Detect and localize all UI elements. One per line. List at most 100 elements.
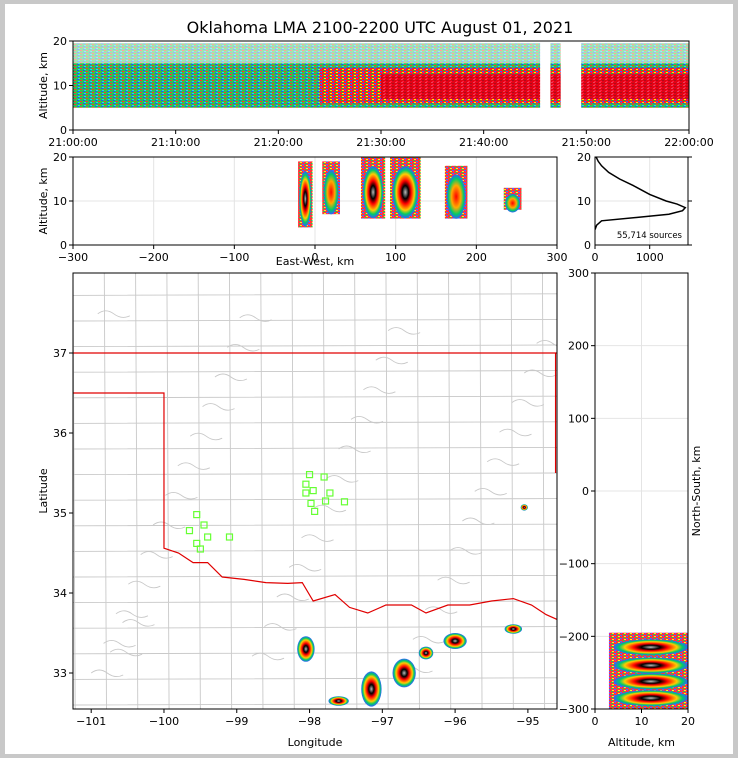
lma-station-marker bbox=[193, 539, 201, 548]
x-tick-label: −98 bbox=[298, 715, 321, 728]
east-west-sources bbox=[298, 157, 522, 228]
time-height-panel: 21:00:00 21:10:00 21:20:00 21:30:00 21:40:00… bbox=[37, 35, 714, 149]
y-tick-label: 10 bbox=[53, 80, 67, 93]
x-tick-label: 0 bbox=[312, 251, 319, 264]
y-tick-label: 0 bbox=[582, 485, 589, 498]
lma-station-marker bbox=[320, 473, 328, 481]
x-tick-label: 0 bbox=[592, 715, 599, 728]
altitude-distribution-line bbox=[595, 157, 687, 230]
lma-station-marker bbox=[196, 545, 204, 553]
y-tick-label: 20 bbox=[53, 151, 67, 164]
x-tick-label: −97 bbox=[371, 715, 394, 728]
north-south-altitude-panel: 0 10 20 300 200 100 0 −100 −200 −300 Altitude, km N… bbox=[559, 267, 703, 749]
lma-station-marker bbox=[302, 489, 310, 497]
lma-station-marker bbox=[185, 526, 194, 535]
lightning-source-cluster bbox=[520, 504, 528, 511]
y-tick-label: 100 bbox=[568, 412, 589, 425]
y-tick-label: 20 bbox=[53, 35, 67, 48]
figure: Oklahoma LMA 2100-2200 UTC August 01, 20… bbox=[5, 4, 733, 754]
lightning-source-cluster bbox=[361, 671, 382, 707]
x-tick-label: −300 bbox=[58, 251, 88, 264]
lightning-source-cluster bbox=[328, 696, 349, 706]
histogram-body bbox=[595, 157, 687, 230]
y-tick-label: 36 bbox=[53, 427, 67, 440]
storm-cell-core bbox=[613, 690, 688, 707]
storm-cell-core bbox=[613, 657, 688, 674]
storm-cell-core bbox=[392, 166, 419, 219]
y-tick-label: −200 bbox=[559, 630, 589, 643]
lma-station-marker bbox=[326, 489, 334, 497]
y-tick-label: −100 bbox=[559, 558, 589, 571]
x-tick-label: −96 bbox=[443, 715, 466, 728]
altitude-histogram-panel: 0 1000 0 10 20 55,714 sources bbox=[577, 151, 692, 264]
x-tick-label: −101 bbox=[76, 715, 106, 728]
x-tick-label: −100 bbox=[219, 251, 249, 264]
x-tick-label: 21:00:00 bbox=[48, 136, 97, 149]
storm-cell-core bbox=[446, 174, 466, 219]
storm-cell-core bbox=[299, 171, 312, 227]
x-tick-label: 1000 bbox=[636, 251, 664, 264]
data-gap bbox=[540, 41, 551, 130]
x-tick-label: 0 bbox=[592, 251, 599, 264]
y-axis-label: Altitude, km bbox=[37, 52, 50, 119]
y-tick-label: 35 bbox=[53, 507, 67, 520]
lma-station-marker bbox=[193, 511, 201, 519]
source-count-annotation: 55,714 sources bbox=[617, 231, 683, 241]
y-tick-label: 0 bbox=[60, 239, 67, 252]
storm-cell-core bbox=[613, 673, 688, 690]
y-tick-label: 20 bbox=[577, 151, 591, 164]
x-tick-label: 21:40:00 bbox=[459, 136, 508, 149]
storm-cell-core bbox=[613, 639, 688, 656]
y-tick-label: 37 bbox=[53, 347, 67, 360]
x-tick-label: 300 bbox=[547, 251, 568, 264]
y-axis-label: Altitude, km bbox=[37, 167, 50, 234]
y-axis-label: Latitude bbox=[37, 468, 50, 514]
lma-station-marker bbox=[340, 498, 349, 506]
storm-cell-core bbox=[323, 170, 339, 215]
y-tick-label: 300 bbox=[568, 267, 589, 280]
lightning-source-cluster bbox=[504, 624, 523, 634]
lightning-source-cluster bbox=[418, 646, 434, 660]
lma-station-marker bbox=[200, 521, 208, 529]
lma-station-marker bbox=[311, 507, 319, 515]
y-tick-label: −300 bbox=[559, 703, 589, 716]
y-tick-label: 34 bbox=[53, 587, 67, 600]
lma-station-marker bbox=[305, 471, 314, 479]
chart-title: Oklahoma LMA 2100-2200 UTC August 01, 20… bbox=[187, 18, 574, 37]
x-tick-label: −100 bbox=[149, 715, 179, 728]
plan-view-map-panel: −101 −100 −99 −98 −97 −96 −95 33 34 35 36 37 Longitu… bbox=[37, 272, 558, 749]
y-axis-label: North-South, km bbox=[690, 446, 703, 537]
lma-station-marker bbox=[302, 480, 310, 488]
y-tick-label: 200 bbox=[568, 340, 589, 353]
county-boundaries bbox=[73, 273, 557, 709]
y-tick-label: 0 bbox=[60, 124, 67, 137]
x-tick-label: 21:20:00 bbox=[254, 136, 303, 149]
lma-station-marker bbox=[309, 487, 317, 495]
storm-cell-core bbox=[505, 193, 521, 213]
x-tick-label: −99 bbox=[225, 715, 248, 728]
x-tick-label: 20 bbox=[681, 715, 695, 728]
x-tick-label: 21:30:00 bbox=[356, 136, 405, 149]
lightning-source-cluster bbox=[392, 658, 416, 688]
x-tick-label: −200 bbox=[139, 251, 169, 264]
lma-station-marker bbox=[321, 497, 330, 505]
x-tick-label: 200 bbox=[466, 251, 487, 264]
source-density-band bbox=[73, 43, 689, 64]
map-body bbox=[73, 273, 557, 709]
north-south-sources bbox=[608, 632, 688, 709]
data-gap bbox=[560, 41, 582, 130]
lma-station-marker bbox=[225, 533, 234, 541]
lightning-source-cluster bbox=[443, 633, 467, 649]
axes-frame bbox=[72, 272, 558, 710]
y-tick-label: 10 bbox=[53, 195, 67, 208]
x-tick-label: 22:00:00 bbox=[664, 136, 713, 149]
x-axis-label: Longitude bbox=[288, 736, 343, 749]
lma-station-marker bbox=[307, 499, 315, 507]
x-tick-label: 21:50:00 bbox=[562, 136, 611, 149]
lightning-source-cluster bbox=[297, 636, 315, 662]
x-axis-label: Altitude, km bbox=[608, 736, 675, 749]
y-tick-label: 10 bbox=[577, 195, 591, 208]
state-border bbox=[73, 392, 557, 620]
lma-station-marker bbox=[204, 533, 212, 541]
